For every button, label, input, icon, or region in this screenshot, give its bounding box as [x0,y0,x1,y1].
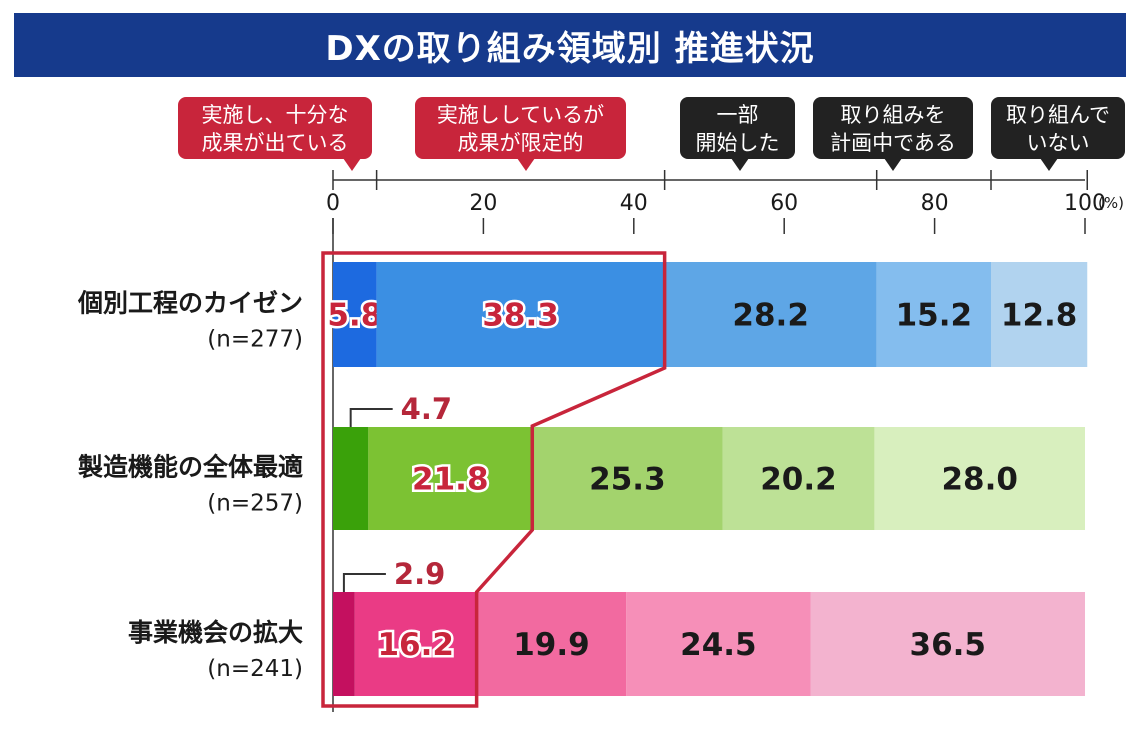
callout-label: 4.7 [401,392,452,426]
legend-pointer [343,158,361,171]
category-n-label: (n=241) [207,656,303,682]
bar-segment [476,592,627,696]
bar-segment [722,427,875,530]
category-label: 事業機会の拡大 [128,618,303,647]
category-n-label: (n=257) [207,491,303,517]
value-label: 12.8 [1001,298,1078,334]
legend-pointer [1040,158,1058,171]
callout-leader [349,408,393,427]
legend-label: いない [1027,131,1090,155]
bar-segment [810,592,1085,696]
category-label: 個別工程のカイゼン [77,289,303,318]
legend-box [178,97,372,159]
legend-label: 開始した [696,131,780,155]
x-tick-label: 80 [921,191,949,216]
legend-label: 成果が限定的 [458,131,584,155]
unit-label: (%) [1098,194,1124,212]
value-label: 38.3 [482,298,559,334]
value-label: 24.5 [680,627,757,663]
legend-label: 成果が出ている [202,131,349,155]
legend-box [813,97,973,159]
legend-box [991,97,1125,159]
bar-segment [664,262,877,367]
legend-box [415,97,626,159]
x-tick-label: 40 [620,191,648,216]
value-label: 20.2 [760,462,837,498]
title-bar: DXの取り組み領域別 推進状況 [14,13,1126,77]
x-tick-label: 60 [770,191,798,216]
legend-label: 計画中である [830,131,956,155]
legend-box [680,97,795,159]
category-label: 製造機能の全体最適 [77,453,303,482]
legend-pointer [517,158,535,171]
x-tick-label: 20 [469,191,497,216]
bar-segment [368,427,533,530]
value-label: 19.9 [513,627,590,663]
value-label: 5.8 [327,298,382,334]
legend-label: 一部 [717,103,759,127]
bar-segment [991,262,1088,367]
value-label: 21.8 [412,462,489,498]
value-label: 16.2 [377,627,454,663]
value-label: 25.3 [589,462,666,498]
bar-segment [874,427,1085,530]
legend-pointer [884,158,902,171]
bar-segment [333,427,369,530]
chart-title: DXの取り組み領域別 推進状況 [325,28,815,69]
legend-label: 取り組んで [1006,103,1110,127]
value-label: 28.0 [941,462,1018,498]
legend-label: 取り組みを [841,103,946,127]
bar-segment [376,262,665,367]
x-tick-label: 100 [1064,191,1106,216]
bar-segment [532,427,723,530]
value-label: 28.2 [732,298,809,334]
callout-leader [342,573,386,592]
legend-pointer [731,158,749,171]
bar-segment [333,262,377,367]
value-label: 36.5 [910,627,987,663]
bar-segment [876,262,991,367]
value-label: 15.2 [896,298,973,334]
category-n-label: (n=277) [207,327,303,353]
bar-segment [626,592,811,696]
legend-label: 実施ししているが [437,103,604,127]
bar-segment [354,592,477,696]
highlight-outline [321,251,667,708]
x-tick-label: 0 [326,191,340,216]
bar-segment [333,592,355,696]
legend-label: 実施し、十分な [202,103,349,127]
callout-label: 2.9 [394,557,445,591]
